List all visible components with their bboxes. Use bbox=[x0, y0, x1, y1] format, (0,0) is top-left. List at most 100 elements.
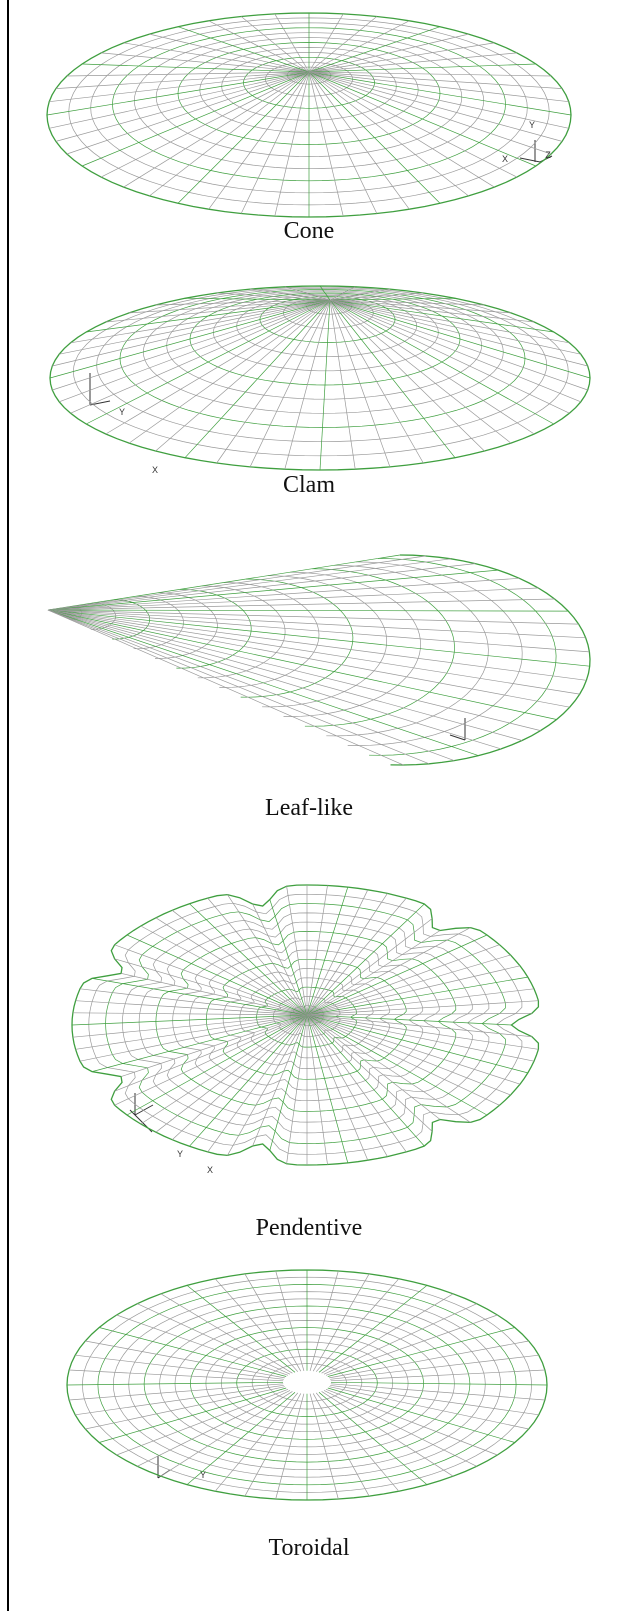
mesh-line bbox=[307, 898, 406, 1015]
caption: Toroidal bbox=[269, 1535, 350, 1561]
mesh-line bbox=[328, 1328, 515, 1377]
mesh-line bbox=[309, 72, 562, 141]
mesh-line bbox=[48, 588, 538, 610]
mesh-line bbox=[97, 288, 547, 441]
mesh-line bbox=[326, 1389, 497, 1455]
mesh-line bbox=[307, 935, 487, 1015]
mesh-line bbox=[309, 72, 571, 115]
mesh-line bbox=[117, 1389, 288, 1455]
mesh-line bbox=[331, 1384, 545, 1400]
mesh-line bbox=[330, 300, 581, 354]
wireframe bbox=[48, 555, 590, 765]
mesh-line bbox=[129, 300, 330, 443]
mesh-line bbox=[215, 1279, 298, 1372]
mesh-line bbox=[319, 1392, 427, 1484]
mesh-line bbox=[141, 926, 307, 1015]
axis-label: Y bbox=[119, 407, 125, 417]
mesh-line bbox=[309, 34, 469, 72]
mesh-line bbox=[59, 300, 330, 354]
mesh-line bbox=[307, 1015, 406, 1152]
mesh-line bbox=[48, 610, 541, 731]
mesh-line bbox=[47, 72, 309, 115]
mesh-line bbox=[150, 72, 310, 196]
mesh-line bbox=[330, 300, 554, 424]
mesh-line bbox=[276, 1271, 304, 1371]
caption: Pendentive bbox=[256, 1215, 363, 1241]
mesh-line bbox=[309, 72, 517, 177]
mesh-line bbox=[330, 300, 455, 458]
mesh-line bbox=[48, 610, 580, 694]
mesh-line bbox=[101, 72, 309, 177]
caption: Cone bbox=[284, 218, 335, 244]
mesh-line bbox=[322, 1391, 454, 1476]
mesh-line bbox=[75, 1385, 284, 1415]
mesh-line bbox=[67, 72, 309, 76]
mesh-line bbox=[48, 610, 586, 638]
mesh-line bbox=[330, 300, 588, 390]
mesh-line bbox=[310, 1271, 338, 1371]
mesh-line bbox=[208, 1015, 307, 1152]
mesh-line bbox=[307, 1015, 368, 1160]
mesh-line bbox=[121, 973, 307, 1015]
mesh-line bbox=[330, 300, 511, 443]
mesh-line bbox=[309, 72, 551, 154]
mesh-line bbox=[330, 300, 390, 467]
wireframe bbox=[47, 13, 571, 217]
mesh-line bbox=[48, 610, 579, 624]
mesh-line bbox=[330, 300, 581, 402]
mesh-line bbox=[127, 935, 307, 1015]
mesh-line bbox=[187, 1285, 295, 1372]
mesh-line bbox=[330, 300, 423, 463]
mesh-line bbox=[276, 1394, 304, 1499]
mesh-line bbox=[172, 1015, 307, 1140]
wireframe bbox=[50, 286, 590, 470]
mesh-line bbox=[48, 610, 590, 666]
wireframe bbox=[72, 885, 538, 1165]
mesh-line bbox=[305, 569, 455, 726]
mesh-line bbox=[309, 72, 343, 216]
mesh-line bbox=[307, 1015, 511, 1095]
mesh-line bbox=[245, 1274, 301, 1371]
axis-label: X bbox=[207, 1165, 213, 1175]
mesh-line bbox=[69, 1384, 283, 1400]
mesh-line bbox=[309, 72, 469, 196]
mesh-line bbox=[227, 1015, 307, 1155]
mesh-line bbox=[48, 610, 478, 756]
mesh-line bbox=[307, 1015, 511, 1025]
mesh-line bbox=[115, 1015, 307, 1091]
mesh-line bbox=[275, 72, 309, 216]
mesh-line bbox=[48, 610, 570, 707]
axis-label: Z bbox=[545, 150, 551, 160]
wireframe bbox=[67, 1270, 547, 1500]
mesh-line bbox=[52, 300, 330, 366]
mesh-line bbox=[99, 1328, 286, 1377]
mesh-line bbox=[92, 1015, 307, 1072]
caption: Clam bbox=[283, 472, 335, 498]
mesh-line bbox=[150, 34, 310, 72]
mesh-line bbox=[330, 300, 588, 366]
mesh-line bbox=[330, 300, 590, 378]
mesh-line bbox=[309, 27, 440, 72]
mesh-line bbox=[330, 300, 484, 451]
mesh-line bbox=[316, 1279, 399, 1372]
mesh-line bbox=[48, 556, 426, 610]
mesh-line bbox=[307, 1015, 538, 1049]
axis-label: Y bbox=[200, 1470, 206, 1480]
mesh-line bbox=[307, 1015, 500, 1105]
mesh-line bbox=[161, 1391, 293, 1476]
mesh-line bbox=[48, 610, 557, 720]
mesh-line bbox=[307, 931, 440, 1016]
axis-label: Y bbox=[529, 120, 535, 130]
mesh-line bbox=[73, 1015, 307, 1037]
mesh-line bbox=[156, 1015, 307, 1132]
mesh-line bbox=[307, 928, 471, 1015]
mesh-line bbox=[307, 1015, 387, 1157]
mesh-line bbox=[310, 1394, 338, 1499]
mesh-line bbox=[307, 1015, 348, 1163]
mesh-line bbox=[80, 1015, 307, 1061]
mesh-line bbox=[48, 610, 429, 764]
mesh-line bbox=[313, 1274, 369, 1371]
mesh-line bbox=[307, 989, 534, 1015]
mesh-line bbox=[285, 300, 330, 469]
mesh-line bbox=[322, 1294, 454, 1373]
